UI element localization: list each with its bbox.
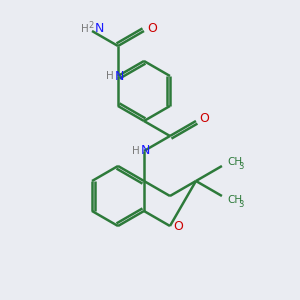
Text: 2: 2 <box>88 20 94 29</box>
Text: O: O <box>199 112 209 125</box>
Text: CH: CH <box>227 195 242 205</box>
Text: N: N <box>94 22 104 35</box>
Text: 3: 3 <box>238 200 243 208</box>
Text: O: O <box>173 220 183 232</box>
Text: H: H <box>132 146 140 156</box>
Text: N: N <box>140 145 150 158</box>
Text: 3: 3 <box>238 161 243 170</box>
Text: CH: CH <box>227 157 242 167</box>
Text: H: H <box>106 71 114 81</box>
Text: H: H <box>81 24 89 34</box>
Text: O: O <box>147 22 157 35</box>
Text: N: N <box>114 70 124 83</box>
